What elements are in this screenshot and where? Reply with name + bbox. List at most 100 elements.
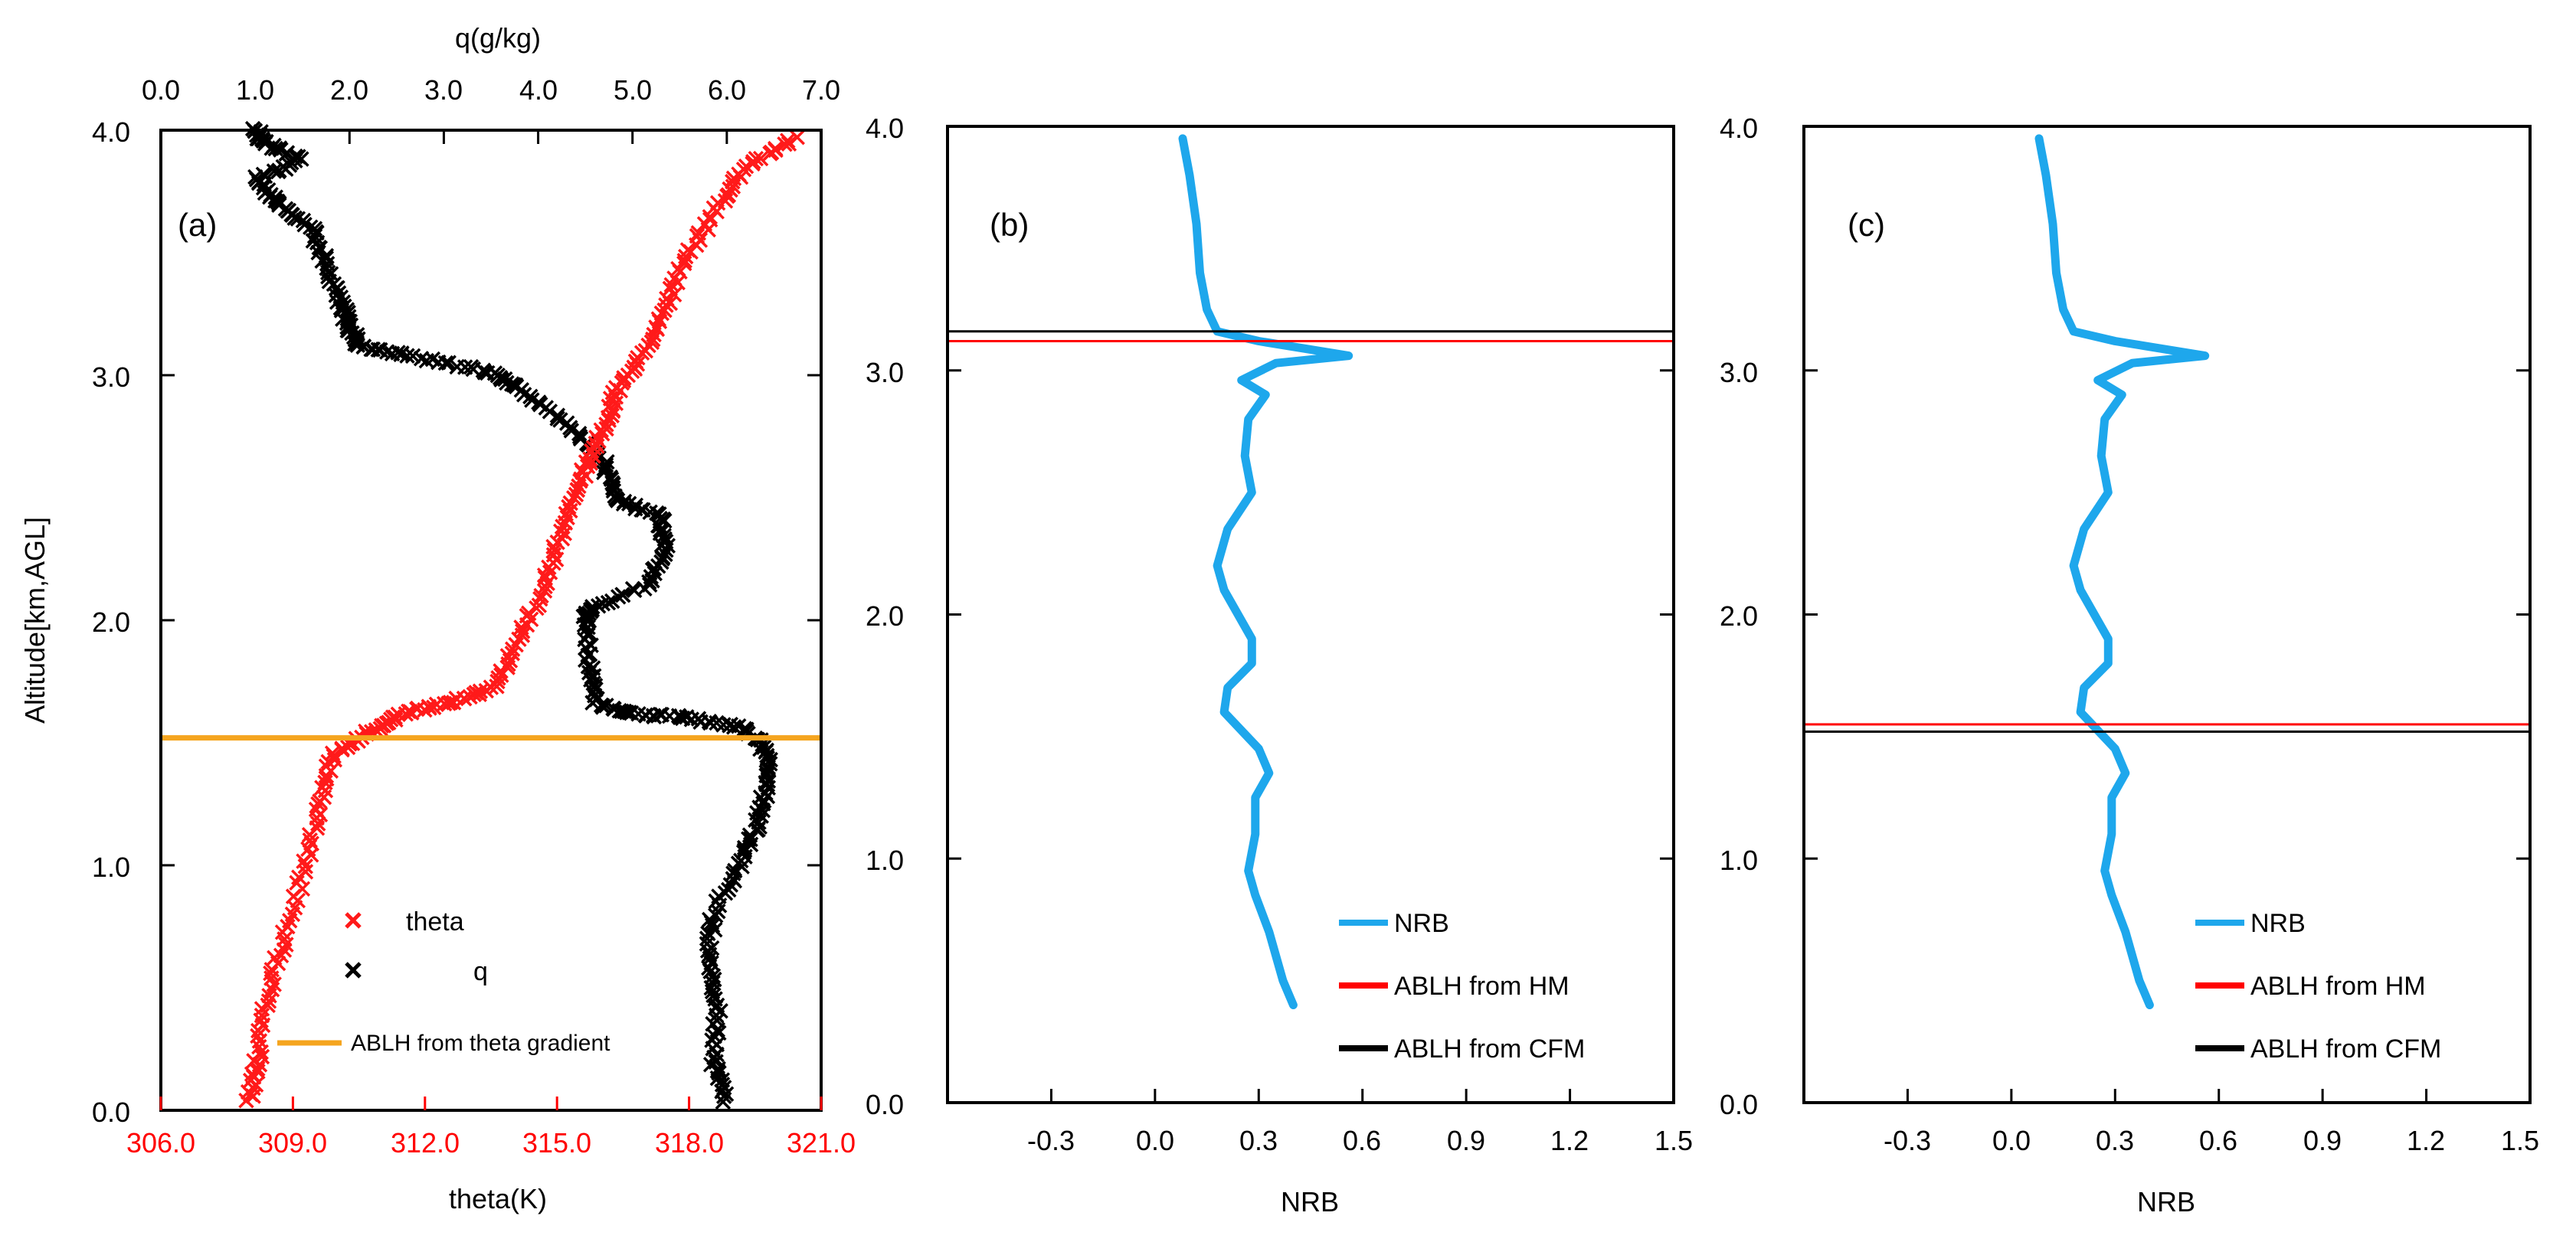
x-tick-label: 0.0 xyxy=(1136,1125,1174,1156)
theta-point xyxy=(309,815,326,832)
theta-point xyxy=(263,965,279,982)
theta-point xyxy=(542,564,558,580)
q-point xyxy=(287,148,303,165)
panel-a-frame xyxy=(159,129,823,1112)
q-axis-title: q(g/kg) xyxy=(455,22,541,54)
y-tick-label: 0.0 xyxy=(866,1089,904,1120)
q-point xyxy=(711,1025,727,1041)
q-point xyxy=(610,589,627,605)
x-tick-label: 0.9 xyxy=(1447,1125,1485,1156)
q-point xyxy=(365,341,381,358)
y-tick-label: 1.0 xyxy=(866,845,904,876)
q-point xyxy=(581,625,597,641)
q-point xyxy=(598,460,614,476)
q-point xyxy=(584,599,601,615)
q-tick-label: 3.0 xyxy=(424,74,463,106)
theta-tick-label: 309.0 xyxy=(258,1127,327,1159)
legend-hm-label: ABLH from HM xyxy=(2250,972,2426,1001)
y-tick-label: 4.0 xyxy=(92,116,130,148)
theta-point xyxy=(676,253,692,269)
theta-point xyxy=(297,858,313,874)
panel-a-data xyxy=(161,120,821,1110)
theta-point xyxy=(440,695,457,711)
theta-point xyxy=(679,242,696,258)
x-tick-label: 0.0 xyxy=(1992,1125,2031,1156)
theta-point xyxy=(752,150,769,167)
theta-point xyxy=(748,150,764,167)
theta-point xyxy=(319,770,335,787)
theta-point xyxy=(472,683,489,699)
panel-a-legend: theta q ABLH from theta gradient xyxy=(277,907,610,1056)
q-point xyxy=(318,250,335,266)
q-point xyxy=(290,149,306,165)
theta-point xyxy=(260,993,277,1009)
theta-point xyxy=(278,936,294,953)
panel-b-ticks xyxy=(948,125,1675,1104)
legend-q-label: q xyxy=(473,957,488,986)
x-axis-title: NRB xyxy=(2137,1186,2195,1217)
panel-c-frame xyxy=(1802,125,2532,1104)
x-tick-label: 1.5 xyxy=(2501,1125,2539,1156)
q-point xyxy=(330,285,347,301)
panel-b: 0.0 1.0 2.0 3.0 4.0 -0.3 0.0 0.3 0.6 0.9… xyxy=(866,113,1693,1217)
theta-tick-label: 312.0 xyxy=(391,1127,460,1159)
theta-point xyxy=(318,758,335,774)
y-tick-label: 3.0 xyxy=(866,357,904,388)
q-tick-label: 5.0 xyxy=(614,74,652,106)
q-point xyxy=(503,376,520,392)
q-point xyxy=(336,298,352,315)
q-point xyxy=(590,598,607,614)
theta-tick-label: 318.0 xyxy=(655,1127,724,1159)
theta-point xyxy=(521,605,537,622)
theta-point xyxy=(250,1028,266,1044)
q-point xyxy=(600,594,617,611)
q-point xyxy=(657,546,673,563)
q-point xyxy=(620,495,637,512)
y-tick-label: 3.0 xyxy=(1720,357,1758,388)
panel-a-label: (a) xyxy=(178,207,217,243)
theta-point xyxy=(645,331,661,348)
panel-b-data xyxy=(948,134,1674,1009)
y-tick-label: 2.0 xyxy=(1720,600,1758,632)
x-tick-label: 1.2 xyxy=(1550,1125,1589,1156)
theta-tick-label: 315.0 xyxy=(522,1127,591,1159)
legend-nrb-label: NRB xyxy=(2250,909,2306,938)
x-tick-label: 0.6 xyxy=(2199,1125,2237,1156)
y-tick-label: 4.0 xyxy=(866,113,904,144)
theta-point xyxy=(780,132,796,149)
theta-point xyxy=(720,187,737,203)
y-tick-label: 4.0 xyxy=(1720,113,1758,144)
theta-point xyxy=(552,523,569,540)
q-tick-label: 4.0 xyxy=(519,74,558,106)
theta-point xyxy=(659,290,675,307)
x-tick-label: 0.3 xyxy=(2096,1125,2134,1156)
panel-a-ticks xyxy=(159,129,823,1112)
panel-b-frame xyxy=(946,125,1675,1104)
q-point xyxy=(306,221,323,237)
theta-point xyxy=(334,740,350,757)
y-tick-label: 0.0 xyxy=(1720,1089,1758,1120)
theta-point xyxy=(690,225,707,241)
theta-point xyxy=(504,646,521,662)
panel-b-legend: NRB ABLH from HM ABLH from CFM xyxy=(1339,909,1585,1064)
nrb-line xyxy=(1178,134,1353,1009)
q-point xyxy=(653,554,669,570)
theta-point xyxy=(324,745,341,762)
theta-tick-label: 306.0 xyxy=(126,1127,195,1159)
q-point xyxy=(721,881,737,898)
q-point xyxy=(332,289,349,306)
legend-hm-label: ABLH from HM xyxy=(1394,972,1569,1001)
q-tick-label: 0.0 xyxy=(142,74,180,106)
theta-point xyxy=(789,129,805,145)
legend-cfm-label: ABLH from CFM xyxy=(2250,1034,2441,1064)
panel-c-legend: NRB ABLH from HM ABLH from CFM xyxy=(2195,909,2441,1064)
x-tick-label: 0.6 xyxy=(1343,1125,1381,1156)
theta-point xyxy=(532,590,548,607)
q-tick-label: 1.0 xyxy=(236,74,274,106)
x-tick-label: -0.3 xyxy=(1027,1125,1075,1156)
y-tick-label: 2.0 xyxy=(866,600,904,632)
panel-c-data xyxy=(1804,134,2530,1009)
q-point xyxy=(255,166,272,183)
y-tick-label: 3.0 xyxy=(92,361,130,393)
